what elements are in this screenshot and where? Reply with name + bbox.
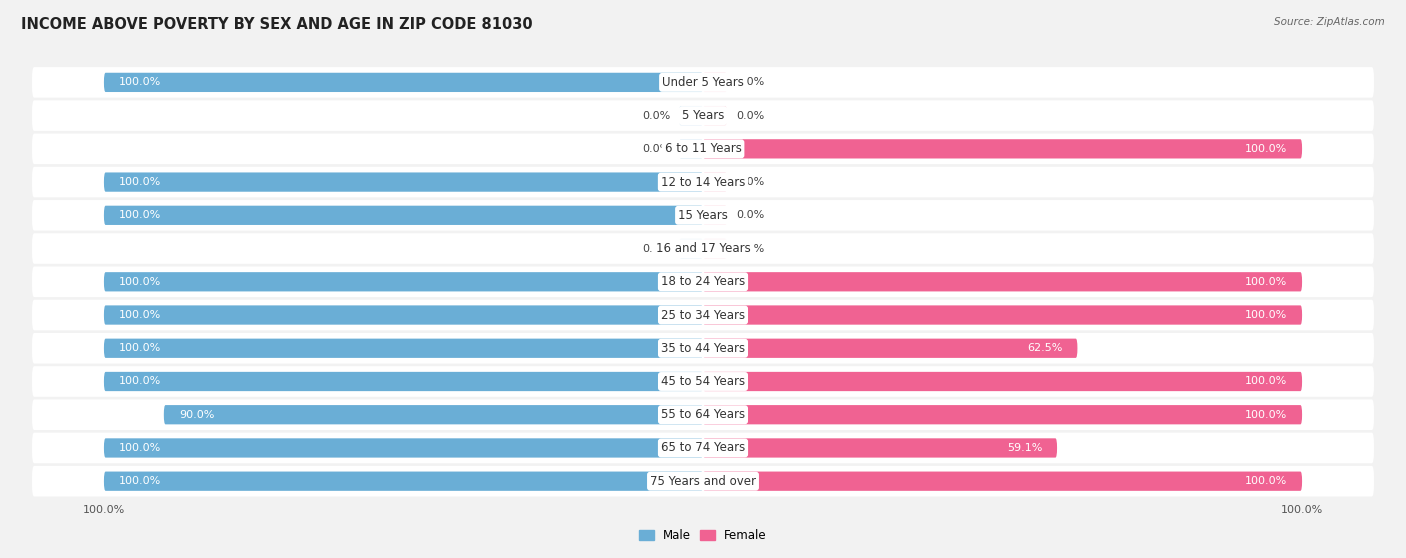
Text: 100.0%: 100.0% xyxy=(1244,377,1286,387)
Text: 5 Years: 5 Years xyxy=(682,109,724,122)
Text: 90.0%: 90.0% xyxy=(179,410,214,420)
FancyBboxPatch shape xyxy=(104,172,703,192)
FancyBboxPatch shape xyxy=(104,272,703,291)
Text: 18 to 24 Years: 18 to 24 Years xyxy=(661,275,745,288)
FancyBboxPatch shape xyxy=(32,200,1374,230)
FancyBboxPatch shape xyxy=(32,167,1374,198)
Text: 62.5%: 62.5% xyxy=(1026,343,1063,353)
FancyBboxPatch shape xyxy=(703,206,727,225)
FancyBboxPatch shape xyxy=(32,233,1374,264)
Text: 59.1%: 59.1% xyxy=(1007,443,1042,453)
Text: 15 Years: 15 Years xyxy=(678,209,728,222)
FancyBboxPatch shape xyxy=(703,305,1302,325)
Text: 0.0%: 0.0% xyxy=(641,144,671,154)
Text: 65 to 74 Years: 65 to 74 Years xyxy=(661,441,745,454)
Text: 6 to 11 Years: 6 to 11 Years xyxy=(665,142,741,155)
Text: 25 to 34 Years: 25 to 34 Years xyxy=(661,309,745,321)
FancyBboxPatch shape xyxy=(104,73,703,92)
Text: 100.0%: 100.0% xyxy=(120,443,162,453)
FancyBboxPatch shape xyxy=(703,405,1302,425)
Text: 100.0%: 100.0% xyxy=(120,377,162,387)
FancyBboxPatch shape xyxy=(703,372,1302,391)
Text: Source: ZipAtlas.com: Source: ZipAtlas.com xyxy=(1274,17,1385,27)
Text: INCOME ABOVE POVERTY BY SEX AND AGE IN ZIP CODE 81030: INCOME ABOVE POVERTY BY SEX AND AGE IN Z… xyxy=(21,17,533,32)
Text: 100.0%: 100.0% xyxy=(1244,310,1286,320)
FancyBboxPatch shape xyxy=(32,67,1374,98)
FancyBboxPatch shape xyxy=(703,73,727,92)
FancyBboxPatch shape xyxy=(104,472,703,491)
FancyBboxPatch shape xyxy=(703,239,727,258)
Text: 16 and 17 Years: 16 and 17 Years xyxy=(655,242,751,255)
FancyBboxPatch shape xyxy=(679,106,703,125)
FancyBboxPatch shape xyxy=(703,139,1302,158)
FancyBboxPatch shape xyxy=(32,466,1374,497)
Text: 100.0%: 100.0% xyxy=(120,343,162,353)
Text: 100.0%: 100.0% xyxy=(120,177,162,187)
FancyBboxPatch shape xyxy=(703,272,1302,291)
FancyBboxPatch shape xyxy=(104,439,703,458)
Text: 0.0%: 0.0% xyxy=(641,243,671,253)
FancyBboxPatch shape xyxy=(32,100,1374,131)
FancyBboxPatch shape xyxy=(703,339,1077,358)
Text: 100.0%: 100.0% xyxy=(120,210,162,220)
FancyBboxPatch shape xyxy=(32,432,1374,463)
FancyBboxPatch shape xyxy=(703,472,1302,491)
FancyBboxPatch shape xyxy=(104,206,703,225)
Text: 0.0%: 0.0% xyxy=(735,78,765,88)
FancyBboxPatch shape xyxy=(32,267,1374,297)
Text: 0.0%: 0.0% xyxy=(735,243,765,253)
Text: 0.0%: 0.0% xyxy=(641,110,671,121)
Text: 100.0%: 100.0% xyxy=(120,277,162,287)
Text: 100.0%: 100.0% xyxy=(1244,410,1286,420)
FancyBboxPatch shape xyxy=(165,405,703,425)
Text: 45 to 54 Years: 45 to 54 Years xyxy=(661,375,745,388)
FancyBboxPatch shape xyxy=(703,106,727,125)
FancyBboxPatch shape xyxy=(703,172,727,192)
Text: 100.0%: 100.0% xyxy=(1244,144,1286,154)
Text: 0.0%: 0.0% xyxy=(735,177,765,187)
FancyBboxPatch shape xyxy=(104,305,703,325)
FancyBboxPatch shape xyxy=(32,333,1374,364)
Text: 100.0%: 100.0% xyxy=(1281,506,1323,516)
Text: 100.0%: 100.0% xyxy=(1244,476,1286,486)
FancyBboxPatch shape xyxy=(679,139,703,158)
FancyBboxPatch shape xyxy=(679,239,703,258)
Text: 0.0%: 0.0% xyxy=(735,110,765,121)
FancyBboxPatch shape xyxy=(32,400,1374,430)
FancyBboxPatch shape xyxy=(32,366,1374,397)
Legend: Male, Female: Male, Female xyxy=(634,525,772,547)
Text: 100.0%: 100.0% xyxy=(120,78,162,88)
FancyBboxPatch shape xyxy=(32,300,1374,330)
Text: Under 5 Years: Under 5 Years xyxy=(662,76,744,89)
Text: 100.0%: 100.0% xyxy=(120,476,162,486)
Text: 55 to 64 Years: 55 to 64 Years xyxy=(661,408,745,421)
Text: 0.0%: 0.0% xyxy=(735,210,765,220)
Text: 100.0%: 100.0% xyxy=(1244,277,1286,287)
FancyBboxPatch shape xyxy=(104,339,703,358)
Text: 100.0%: 100.0% xyxy=(83,506,125,516)
Text: 100.0%: 100.0% xyxy=(120,310,162,320)
FancyBboxPatch shape xyxy=(703,439,1057,458)
FancyBboxPatch shape xyxy=(104,372,703,391)
Text: 35 to 44 Years: 35 to 44 Years xyxy=(661,341,745,355)
Text: 12 to 14 Years: 12 to 14 Years xyxy=(661,176,745,189)
Text: 75 Years and over: 75 Years and over xyxy=(650,475,756,488)
FancyBboxPatch shape xyxy=(32,133,1374,164)
